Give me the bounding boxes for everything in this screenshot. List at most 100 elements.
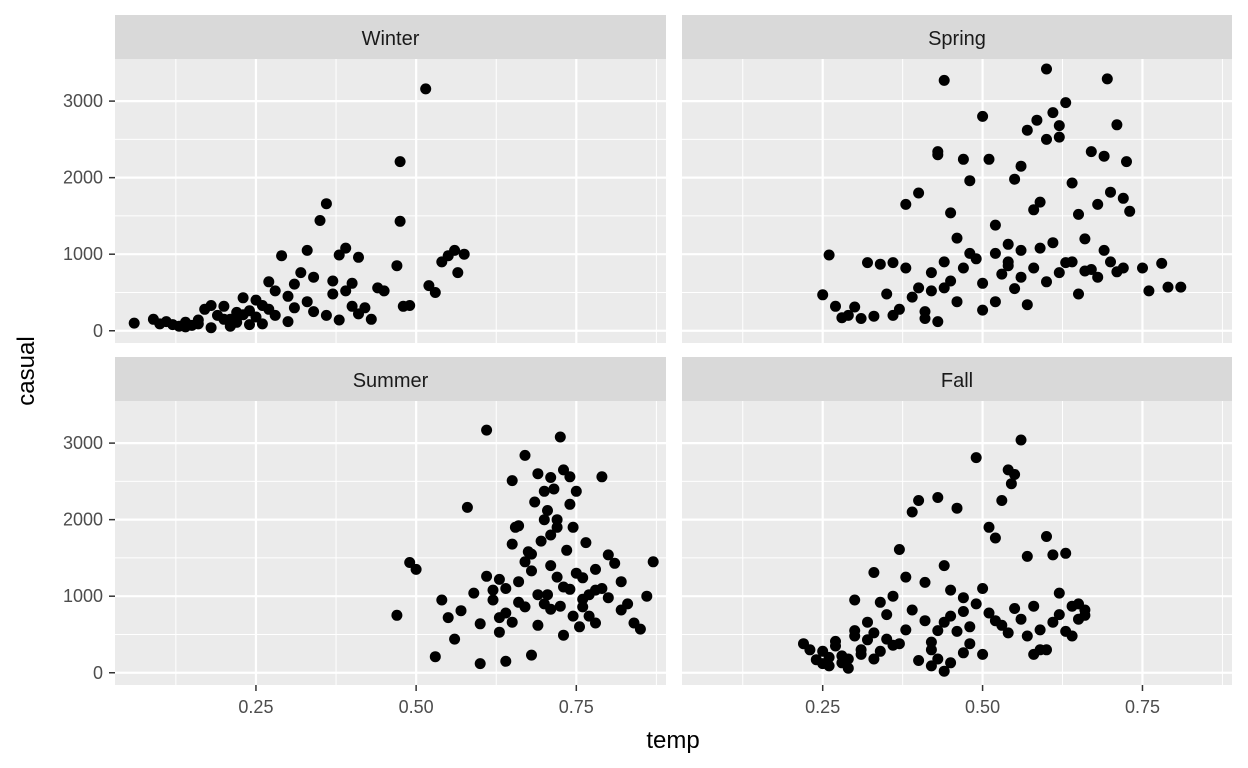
- data-point: [862, 257, 873, 269]
- data-point: [545, 529, 557, 541]
- data-point: [957, 592, 969, 604]
- data-point: [951, 232, 963, 244]
- data-point: [522, 546, 534, 558]
- data-point: [320, 309, 332, 321]
- data-point: [542, 589, 553, 601]
- data-point: [590, 617, 601, 629]
- x-tick-label: 0.75: [559, 697, 594, 717]
- data-point: [449, 633, 461, 645]
- data-point: [925, 636, 937, 648]
- data-point: [474, 618, 486, 630]
- data-point: [580, 537, 592, 549]
- data-point: [1021, 630, 1033, 642]
- data-point: [932, 492, 944, 503]
- data-point: [1015, 434, 1027, 446]
- data-point: [365, 313, 377, 325]
- data-point: [436, 594, 448, 606]
- data-point: [455, 605, 467, 617]
- data-point: [874, 645, 886, 657]
- data-point: [602, 549, 614, 561]
- data-point: [449, 244, 461, 256]
- data-point: [996, 619, 1008, 631]
- data-point: [1098, 244, 1110, 256]
- data-point: [830, 635, 841, 647]
- x-tick-label: 0.75: [1125, 697, 1160, 717]
- strip-label-fall: Fall: [941, 370, 973, 392]
- data-point: [1053, 120, 1065, 132]
- y-tick-label: 0: [93, 321, 103, 341]
- data-point: [442, 612, 454, 624]
- panel-summer: Summer: [115, 357, 666, 685]
- data-point: [1015, 271, 1027, 283]
- data-point: [1009, 469, 1021, 480]
- data-point: [295, 267, 307, 279]
- data-point: [945, 207, 957, 219]
- data-point: [282, 316, 294, 328]
- data-point: [983, 521, 995, 533]
- x-tick-label: 0.25: [238, 697, 273, 717]
- panels-layer: Winter Spring Summer Fall: [115, 15, 1232, 685]
- data-point: [925, 285, 937, 297]
- data-point: [945, 275, 957, 287]
- data-point: [1175, 281, 1187, 293]
- data-point: [1021, 299, 1033, 311]
- data-point: [804, 644, 816, 656]
- data-point: [493, 573, 505, 585]
- data-point: [893, 544, 905, 555]
- x-tick-label: 0.25: [805, 697, 840, 717]
- data-point: [830, 300, 841, 312]
- data-point: [1162, 281, 1174, 293]
- data-point: [590, 584, 601, 596]
- data-point: [1073, 598, 1084, 610]
- panel-background-summer: [115, 401, 666, 685]
- data-point: [938, 560, 950, 572]
- data-point: [849, 594, 861, 606]
- data-point: [1092, 198, 1104, 210]
- data-point: [327, 288, 339, 300]
- data-point: [1079, 233, 1091, 245]
- data-point: [554, 431, 566, 443]
- data-point: [420, 83, 432, 95]
- data-point: [1034, 624, 1046, 636]
- data-point: [513, 576, 525, 588]
- panel-background-spring: [682, 59, 1232, 343]
- data-point: [989, 296, 1001, 308]
- data-point: [1053, 587, 1065, 599]
- data-point: [481, 424, 493, 436]
- strip-label-spring: Spring: [928, 28, 986, 50]
- data-point: [989, 219, 1001, 231]
- data-point: [548, 483, 560, 495]
- data-point: [634, 623, 646, 635]
- data-point: [609, 557, 621, 569]
- strip-label-winter: Winter: [362, 28, 420, 50]
- data-point: [913, 495, 925, 506]
- data-point: [558, 629, 569, 641]
- y-tick-label: 0: [93, 663, 103, 683]
- data-point: [1111, 119, 1123, 131]
- data-point: [567, 610, 579, 622]
- data-point: [1041, 63, 1052, 75]
- data-point: [622, 598, 634, 610]
- data-point: [1092, 271, 1104, 283]
- data-point: [964, 175, 976, 187]
- data-point: [817, 289, 829, 301]
- data-point: [996, 268, 1008, 280]
- data-point: [269, 285, 281, 297]
- data-point: [932, 625, 944, 637]
- x-tick-label: 0.50: [965, 697, 1000, 717]
- data-point: [938, 282, 950, 294]
- data-point: [938, 74, 950, 86]
- data-point: [1073, 288, 1084, 300]
- data-point: [506, 616, 518, 628]
- data-point: [945, 584, 957, 596]
- data-point: [250, 311, 262, 323]
- data-point: [913, 655, 925, 666]
- data-point: [532, 468, 544, 480]
- data-point: [263, 276, 275, 288]
- data-point: [842, 662, 854, 674]
- data-point: [1031, 114, 1043, 126]
- data-point: [538, 485, 550, 497]
- data-point: [970, 452, 982, 464]
- data-point: [535, 535, 547, 547]
- data-point: [308, 306, 320, 318]
